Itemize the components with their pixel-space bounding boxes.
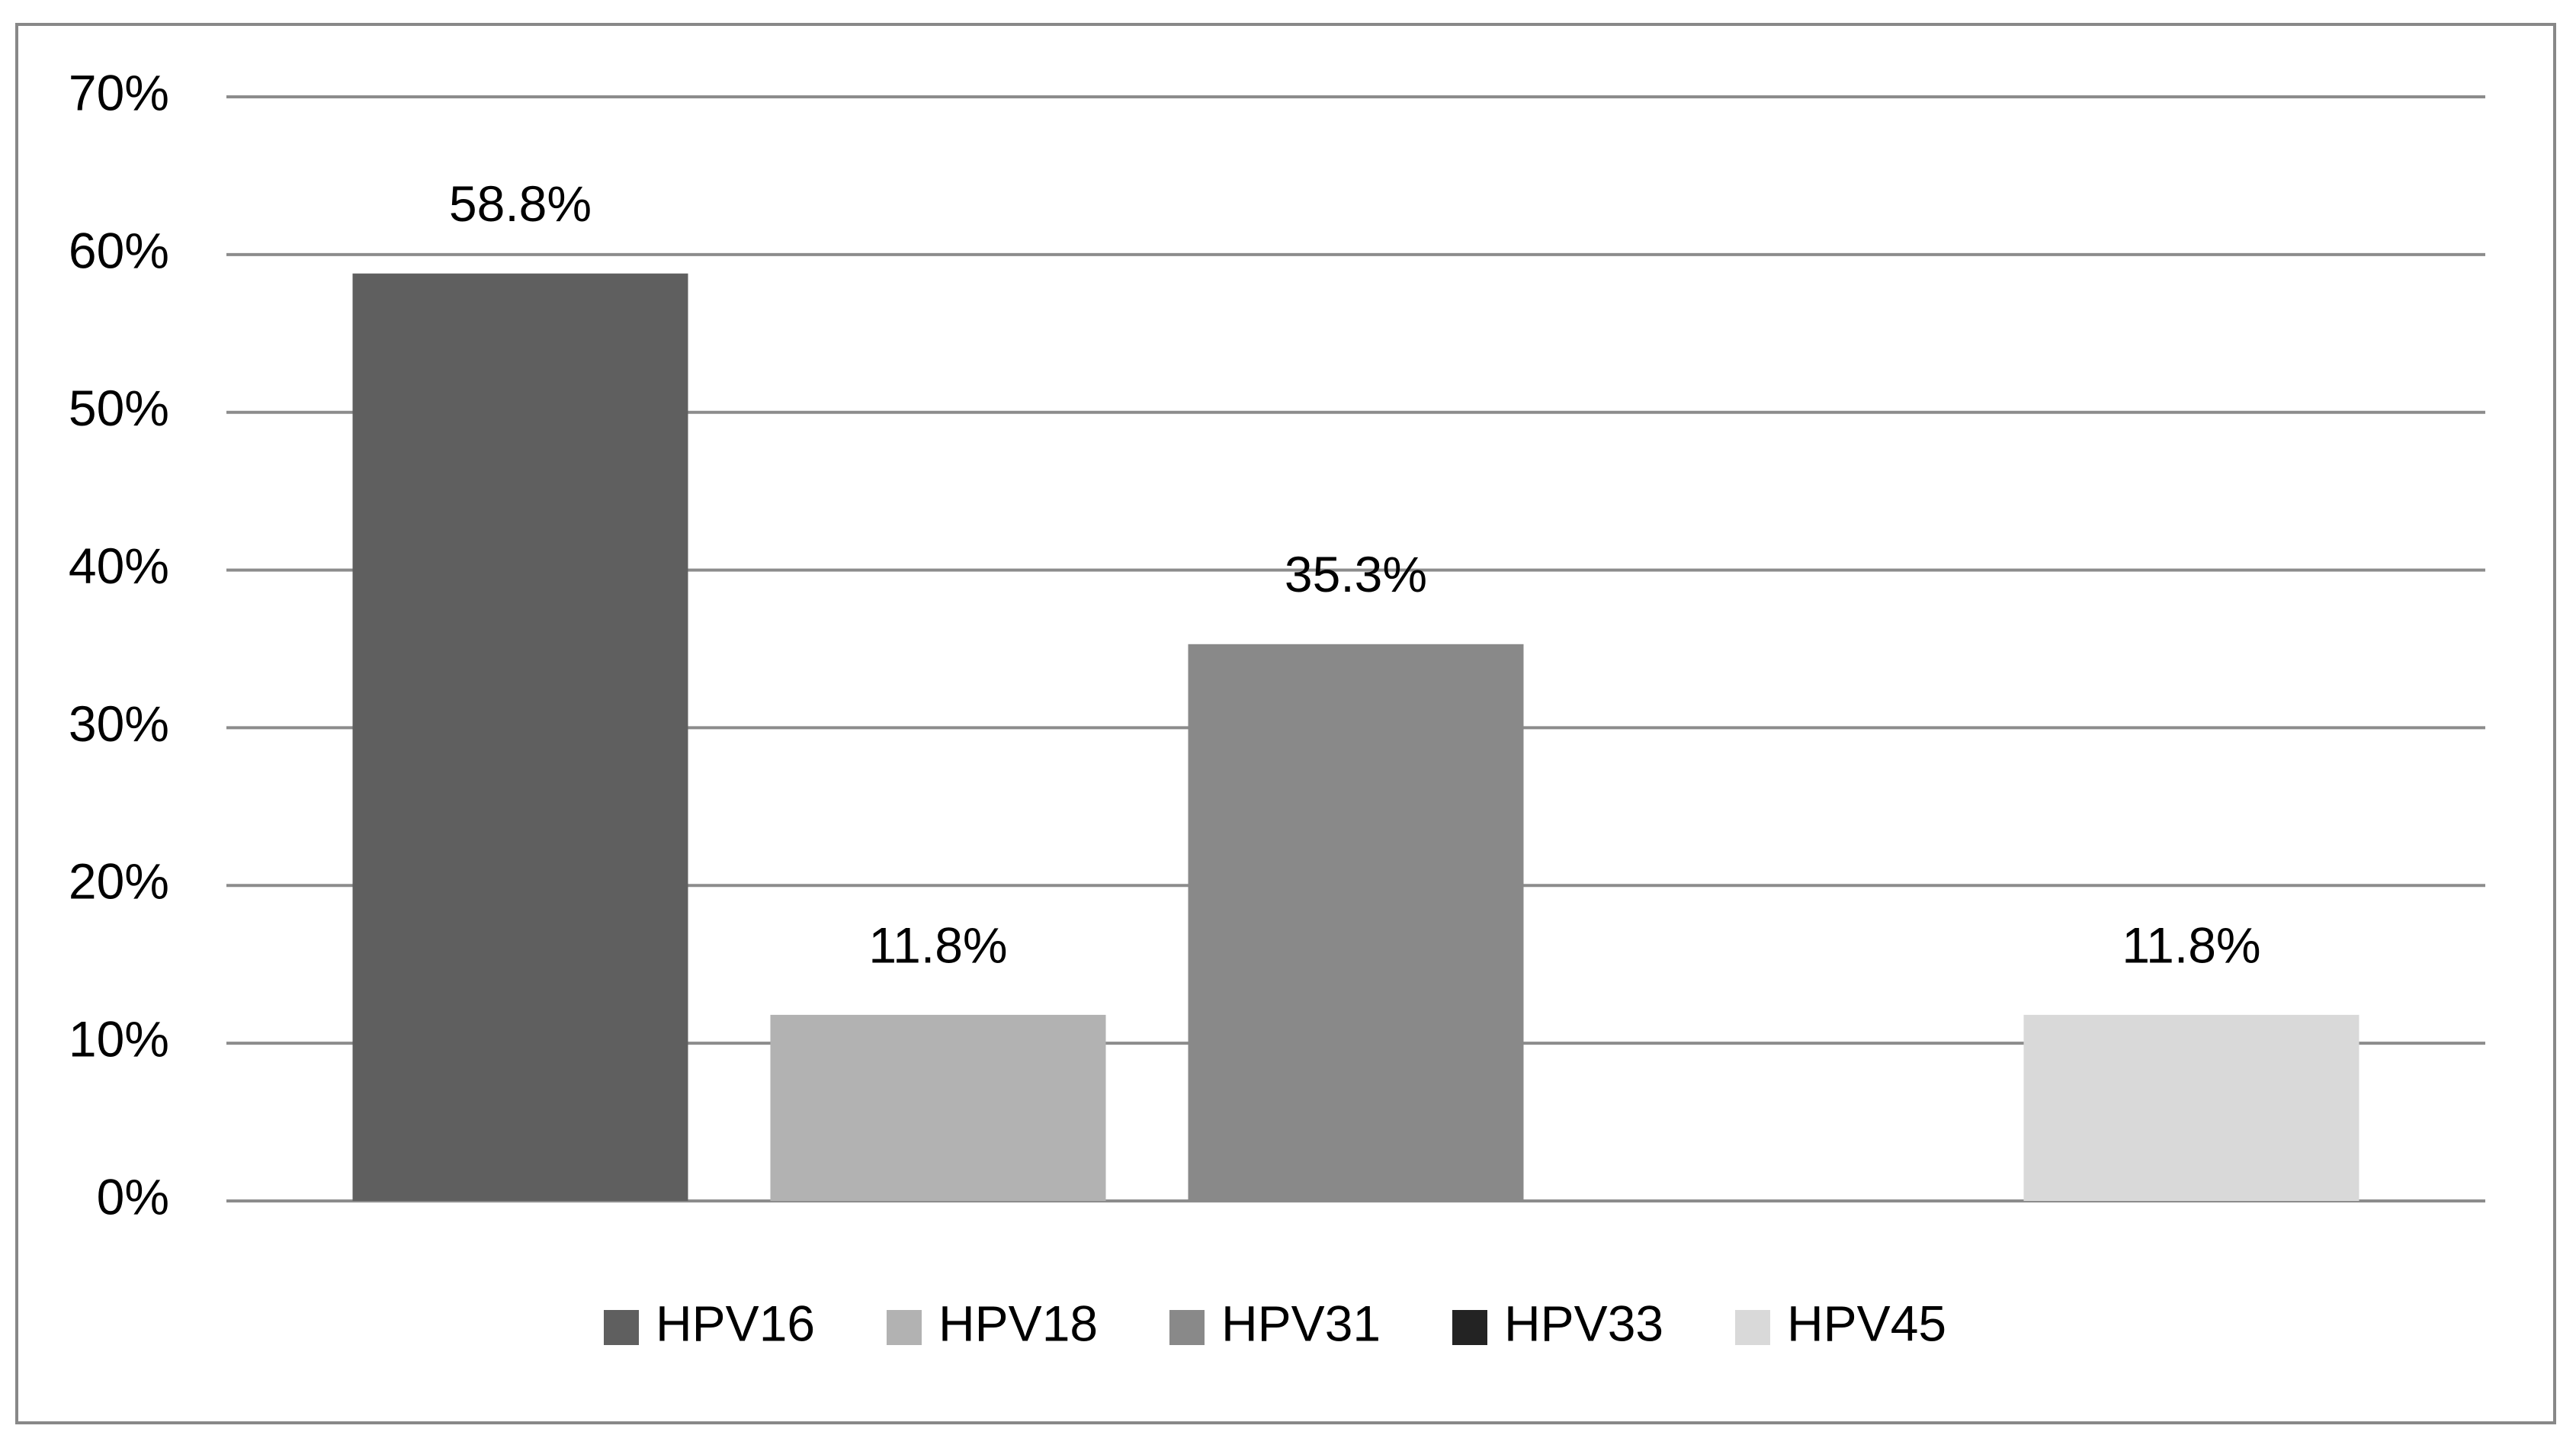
legend-swatch xyxy=(887,1310,922,1345)
data-label: 58.8% xyxy=(449,175,592,232)
y-tick-label: 10% xyxy=(69,1011,169,1068)
y-tick-label: 0% xyxy=(97,1168,169,1225)
bar xyxy=(770,1014,1106,1201)
legend-swatch xyxy=(604,1310,639,1345)
legend-label: HPV18 xyxy=(938,1295,1098,1351)
y-tick-label: 30% xyxy=(69,695,169,752)
y-tick-label: 40% xyxy=(69,538,169,594)
legend-swatch xyxy=(1452,1310,1487,1345)
y-tick-label: 20% xyxy=(69,853,169,910)
bar xyxy=(352,273,688,1202)
legend-label: HPV45 xyxy=(1787,1295,1946,1351)
y-tick-label: 60% xyxy=(69,222,169,278)
data-label: 11.8% xyxy=(868,917,1007,973)
legend-label: HPV16 xyxy=(656,1295,815,1351)
legend-label: HPV31 xyxy=(1221,1295,1381,1351)
legend-swatch xyxy=(1735,1310,1770,1345)
legend-swatch xyxy=(1169,1310,1205,1345)
data-label: 35.3% xyxy=(1285,546,1427,602)
data-label: 11.8% xyxy=(2122,917,2260,973)
legend-label: HPV33 xyxy=(1504,1295,1663,1351)
bar xyxy=(1188,644,1524,1201)
y-tick-label: 70% xyxy=(69,64,169,120)
bar xyxy=(2023,1014,2359,1201)
y-tick-label: 50% xyxy=(69,380,169,436)
